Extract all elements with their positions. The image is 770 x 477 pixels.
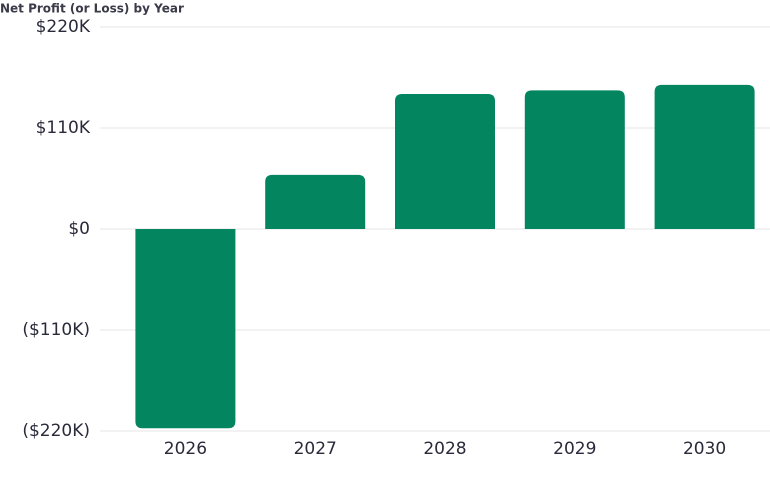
y-tick-label: $0	[68, 219, 90, 239]
bar	[135, 229, 236, 429]
bar	[265, 174, 366, 229]
bar	[654, 84, 755, 229]
y-tick-label: ($220K)	[22, 421, 90, 441]
y-tick-label: $110K	[36, 118, 91, 138]
chart-title: Net Profit (or Loss) by Year	[0, 2, 184, 16]
x-tick-label: 2028	[423, 439, 466, 459]
bar	[395, 94, 495, 229]
x-tick-label: 2026	[164, 439, 207, 459]
y-tick-label: ($110K)	[22, 320, 90, 340]
x-tick-label: 2029	[553, 439, 596, 459]
y-tick-label: $220K	[36, 17, 91, 37]
x-tick-label: 2030	[683, 439, 726, 459]
x-tick-label: 2027	[294, 439, 337, 459]
bar	[524, 90, 625, 229]
